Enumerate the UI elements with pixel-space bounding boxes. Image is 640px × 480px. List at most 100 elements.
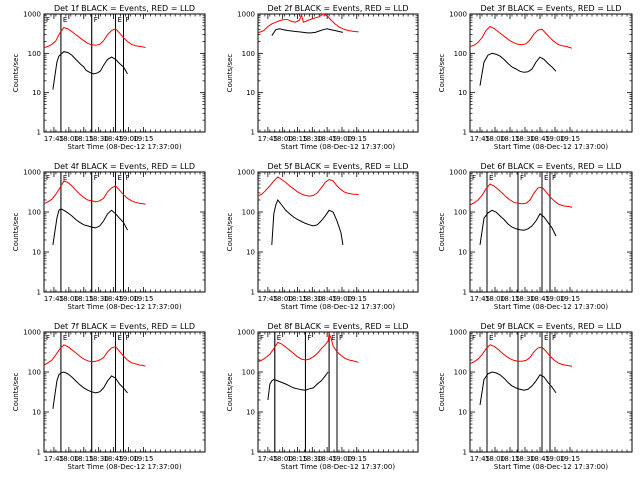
series-events-line [271,199,344,246]
x-tick-label: 18:30 [515,295,535,303]
series-lld-line [257,13,359,34]
series-events-line [479,209,557,246]
series-lld-line [43,180,146,205]
flag-label: F [552,334,556,342]
x-tick-label: 19:15 [560,455,580,463]
series-lld-line [469,25,573,49]
chart-title: Det 8f BLACK = Events, RED = LLD [267,322,408,331]
flag-label: E [489,334,493,342]
x-axis-label: Start Time (08-Dec-12 17:37:00) [494,303,608,311]
x-tick-label: 18:45 [103,135,123,143]
x-tick-label: 18:30 [302,135,322,143]
x-axis-label: Start Time (08-Dec-12 17:37:00) [494,143,608,151]
x-tick-label: 18:00 [273,135,293,143]
flag-label: F [46,334,50,342]
y-tick-label: 100 [242,369,255,377]
x-tick-label: 18:30 [515,135,535,143]
plot-frame [43,331,206,453]
x-tick-label: 18:00 [273,455,293,463]
y-tick-label: 100 [454,50,467,58]
x-tick-label: 18:15 [500,455,520,463]
flag-label: E [63,174,67,182]
flag-label: E [63,334,67,342]
chart-panel-8: Det 8f BLACK = Events, RED = LLD 1 10 100 10… [226,322,419,471]
x-tick-label: 19:00 [545,135,565,143]
series-lld-line [257,332,359,363]
y-tick-label: 10 [246,89,255,97]
chart-title: Det 5f BLACK = Events, RED = LLD [267,162,408,171]
y-tick-label: 1 [463,289,467,297]
y-tick-label: 1000 [449,11,467,19]
x-tick-label: 19:00 [118,135,138,143]
y-tick-label: 100 [242,50,255,58]
y-tick-label: 10 [458,409,467,417]
x-tick-label: 19:00 [118,295,138,303]
x-tick-label: 17:45 [258,455,278,463]
chart-panel-9: Det 9f BLACK = Events, RED = LLD 1 10 100 10… [438,322,633,471]
y-tick-label: 10 [32,249,41,257]
x-tick-label: 18:30 [89,135,109,143]
y-tick-label: 1 [251,449,255,457]
y-tick-label: 1000 [23,169,41,177]
y-tick-label: 10 [32,89,41,97]
y-axis-label: Counts/sec [12,213,20,252]
x-tick-label: 18:45 [103,455,123,463]
flag-label: F [472,334,476,342]
x-tick-label: 17:45 [470,135,490,143]
flag-label: E [489,174,493,182]
y-axis-label: Counts/sec [12,54,20,93]
series-lld-line [469,344,573,367]
plot-frame [257,331,419,453]
y-tick-label: 100 [242,209,255,217]
series-lld-line [257,176,359,197]
x-tick-label: 17:45 [44,295,64,303]
chart-title: Det 3f BLACK = Events, RED = LLD [480,4,621,13]
chart-title: Det 1f BLACK = Events, RED = LLD [54,4,195,13]
y-tick-label: 1 [37,449,41,457]
x-tick-label: 18:15 [500,295,520,303]
x-tick-label: 18:45 [530,135,550,143]
x-tick-label: 18:00 [59,295,79,303]
x-axis-label: Start Time (08-Dec-12 17:37:00) [67,303,181,311]
x-tick-label: 18:45 [530,455,550,463]
x-tick-label: 19:15 [560,295,580,303]
flag-label: F [94,16,98,24]
y-tick-label: 10 [32,409,41,417]
chart-title: Det 4f BLACK = Events, RED = LLD [54,162,195,171]
y-axis-label: Counts/sec [438,54,446,93]
y-tick-label: 10 [246,249,255,257]
series-events-line [271,28,344,36]
flag-label: E [118,16,122,24]
x-tick-label: 17:45 [44,455,64,463]
x-tick-label: 17:45 [258,295,278,303]
x-tick-label: 18:15 [287,295,307,303]
y-tick-label: 100 [28,50,41,58]
x-axis-label: Start Time (08-Dec-12 17:37:00) [281,463,395,471]
flag-label: E [544,174,548,182]
x-tick-label: 18:15 [74,455,94,463]
x-tick-label: 19:15 [347,135,367,143]
x-tick-label: 19:15 [347,295,367,303]
plot-frame [257,171,419,293]
x-tick-label: 18:45 [317,135,337,143]
y-axis-label: Counts/sec [226,213,234,252]
flag-label: F [126,334,130,342]
chart-panel-7: Det 7f BLACK = Events, RED = LLD 1 10 100 10… [12,322,206,471]
x-tick-label: 18:00 [485,455,505,463]
flag-label: F [126,16,130,24]
y-tick-label: 1000 [23,329,41,337]
flag-label: E [118,334,122,342]
x-tick-label: 18:45 [530,295,550,303]
chart-panel-6: Det 6f BLACK = Events, RED = LLD 1 10 100 10… [438,162,633,311]
flag-label: F [94,174,98,182]
flag-label: F [552,174,556,182]
flag-label: F [472,174,476,182]
y-axis-label: Counts/sec [226,373,234,412]
x-tick-label: 18:15 [287,135,307,143]
x-tick-label: 18:30 [89,295,109,303]
y-tick-label: 10 [458,89,467,97]
x-axis-label: Start Time (08-Dec-12 17:37:00) [67,463,181,471]
y-tick-label: 100 [454,369,467,377]
x-tick-label: 19:00 [332,295,352,303]
